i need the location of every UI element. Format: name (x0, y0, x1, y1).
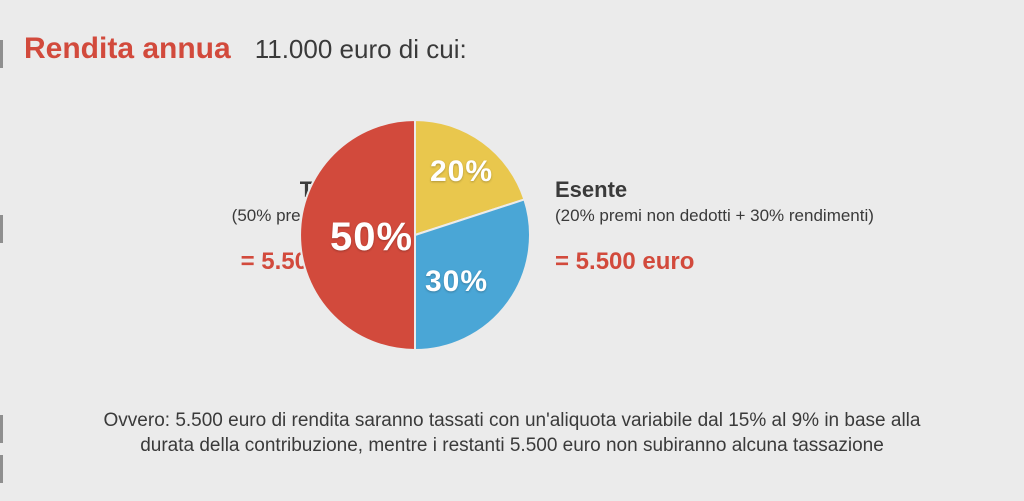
pie-chart: 50% 20% 30% (300, 120, 530, 350)
pie-slice-tassata (300, 120, 415, 350)
edge-mark (0, 455, 3, 483)
page-subtitle: 11.000 euro di cui: (255, 34, 467, 65)
right-annotation: Esente (20% premi non dedotti + 30% rend… (555, 175, 875, 278)
pie-svg (300, 120, 530, 350)
right-heading: Esente (555, 175, 875, 205)
chart-area: Tassata (50% premi dedotti) = 5.500 euro… (0, 110, 1024, 380)
right-value: = 5.500 euro (555, 246, 875, 278)
footer-text: Ovvero: 5.500 euro di rendita saranno ta… (0, 408, 1024, 459)
page-header: Rendita annua 11.000 euro di cui: (24, 32, 467, 66)
page-title: Rendita annua (24, 32, 231, 66)
edge-mark (0, 40, 3, 68)
right-detail: (20% premi non dedotti + 30% rendimenti) (555, 205, 875, 228)
